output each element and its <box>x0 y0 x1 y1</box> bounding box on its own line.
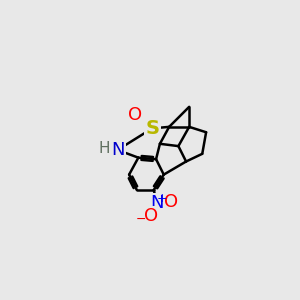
Text: O: O <box>164 193 178 211</box>
Text: −: − <box>136 213 147 226</box>
Text: +: + <box>157 192 167 205</box>
Text: S: S <box>145 119 159 138</box>
Text: N: N <box>111 141 124 159</box>
Text: O: O <box>128 106 142 124</box>
Text: H: H <box>99 141 110 156</box>
Text: O: O <box>144 207 158 225</box>
Text: N: N <box>150 194 164 212</box>
